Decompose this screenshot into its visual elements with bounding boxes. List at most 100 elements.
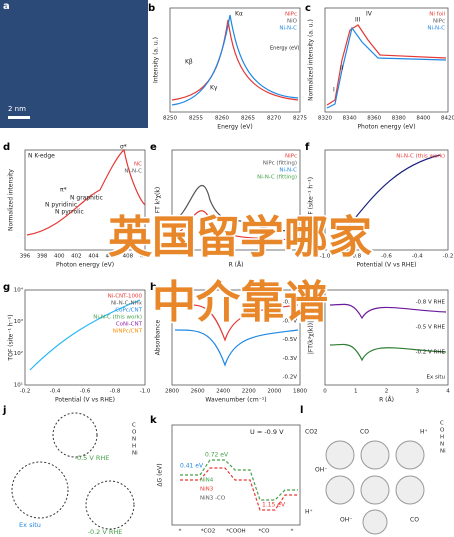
annotation: N pyrrolic — [55, 209, 84, 216]
x-axis-label: Potential (V vs RHE) — [357, 262, 417, 269]
x-tick-label: 8255 — [189, 116, 203, 122]
curve-label: -0.8 V RHE — [416, 300, 446, 306]
curve-label: -0.5 V RHE — [416, 325, 446, 331]
panel-label: f — [305, 142, 310, 153]
annotation: Kα — [235, 11, 243, 18]
state-label: -0.2 V RHE — [88, 528, 123, 536]
x-axis-label: R (Å) — [229, 262, 244, 269]
panel-title: N K-edge — [28, 153, 55, 160]
y-axis-label: FT k³χ(k) — [155, 187, 162, 213]
x-tick-label: 404 — [88, 254, 99, 260]
panel-label: l — [300, 405, 303, 416]
x-tick-label: 406 — [105, 254, 116, 260]
x-tick-label: 2000 — [267, 389, 281, 395]
legend-entry: NiN3 -CO — [200, 496, 226, 502]
curve-label: -0.5V — [283, 337, 298, 343]
legend-entry: NiN3 — [200, 487, 214, 493]
x-tick-label: -0.8 — [110, 389, 121, 395]
legend-entry: NiN4 — [200, 478, 214, 484]
species-label: OH⁻ — [315, 467, 327, 474]
x-axis-label: Wavenumber (cm⁻¹) — [205, 397, 266, 404]
state-label: -0.5 V RHE — [75, 454, 110, 462]
x-tick-label: 408 — [123, 254, 134, 260]
legend-entry: NiPc — [433, 19, 445, 25]
x-axis-label: Photon energy (eV) — [56, 262, 114, 269]
x-tick-label: -0.2 — [443, 254, 454, 260]
annotation: N graphitic — [70, 195, 103, 202]
legend-entry: Ni-N-C — [427, 26, 445, 32]
x-tick-label: 4 — [446, 389, 450, 395]
energy-label: 1.15 eV — [262, 502, 286, 509]
species-label: CO — [410, 517, 419, 524]
legend-entry: Ni-N-C — [279, 168, 297, 174]
x-tick-label: *CO2 — [201, 529, 215, 535]
x-tick-label: 8360 — [367, 116, 381, 122]
species-label: H⁺ — [305, 509, 313, 516]
x-tick-label: 3 — [416, 389, 420, 395]
legend-entry: Ni — [440, 449, 446, 455]
x-tick-label: 8320 — [318, 116, 332, 122]
panel-label: i — [305, 282, 308, 293]
legend-entry: NiPc (fitting) — [263, 161, 297, 167]
annotation: π* — [60, 187, 67, 194]
legend-entry: C — [132, 423, 136, 429]
x-tick-label: *CO — [259, 529, 271, 535]
y-tick-label: 10² — [14, 350, 23, 357]
energy-label: 0.72 eV — [205, 452, 229, 459]
x-tick-label: -0.2 — [20, 389, 31, 395]
annotation: III — [355, 17, 361, 24]
scale-label: 2 nm — [8, 105, 26, 113]
energy-label: 0.41 eV — [180, 463, 204, 470]
annotation: II — [340, 65, 344, 72]
x-tick-label: * — [291, 529, 294, 535]
curve-label: -0.3V — [283, 356, 298, 362]
legend-entry: Ni foil — [429, 12, 445, 18]
legend-entry: Ni-N-C-NHx — [111, 301, 143, 307]
legend-entry: NiNPc/CNT — [113, 329, 143, 335]
legend-entry: Ni-N-C (this work) — [396, 154, 445, 160]
scale-bar — [8, 116, 30, 119]
legend-entry: Ni-N-C — [124, 169, 142, 175]
legend-entry: Ni-CNT-1000 — [108, 294, 143, 300]
x-tick-label: 8420 — [441, 116, 454, 122]
legend-entry: Ni-N-C — [279, 26, 297, 32]
annotation: Kγ — [210, 85, 218, 92]
legend-entry: O — [132, 430, 137, 436]
y-axis-label: |FT(k³χ(k))| — [308, 321, 315, 354]
panel-label: c — [305, 3, 311, 14]
y-axis-label: Absorbance — [155, 319, 162, 355]
x-tick-label: 410 — [140, 254, 151, 260]
curve-label: -0.2 V RHE — [416, 350, 446, 356]
curve-label: Ex situ — [426, 375, 445, 381]
panel-label: k — [150, 415, 157, 426]
panel-title: U = -0.9 V — [250, 428, 284, 436]
species-label: CO — [360, 429, 369, 436]
panel-label: d — [3, 142, 10, 153]
panel-label: a — [3, 1, 10, 12]
x-tick-label: *COOH — [226, 529, 245, 535]
y-tick-label: 10¹ — [14, 382, 23, 389]
y-axis-label: Normalized intensity (a. u.) — [308, 19, 315, 101]
legend-entry: N — [132, 437, 136, 443]
annotation: σ* — [120, 144, 127, 151]
panel-label: e — [150, 142, 157, 153]
x-tick-label: 402 — [71, 254, 82, 260]
panel-label: g — [3, 282, 10, 293]
x-tick-label: 1 — [354, 389, 358, 395]
x-tick-label: 8275 — [293, 116, 307, 122]
x-tick-label: 398 — [37, 254, 48, 260]
y-axis-label: TOF (site⁻¹ h⁻¹) — [308, 177, 315, 224]
x-tick-label: 8380 — [392, 116, 406, 122]
decorative-curves — [26, 14, 447, 511]
x-axis-label: Photon energy (eV) — [357, 124, 415, 131]
legend-entry: C — [440, 421, 444, 427]
legend-entry: Ni-N-C (fitting) — [257, 175, 297, 181]
state-label: Ex situ — [19, 521, 41, 529]
legend-entry: Ni — [132, 451, 138, 457]
annotation: N pyridinic — [45, 202, 77, 209]
legend-entry: NiPc — [285, 12, 297, 18]
overlay-text: 中介靠谱 — [152, 277, 328, 328]
curve-label: -0.9V — [283, 300, 298, 306]
x-axis-label: R (Å) — [379, 397, 394, 404]
